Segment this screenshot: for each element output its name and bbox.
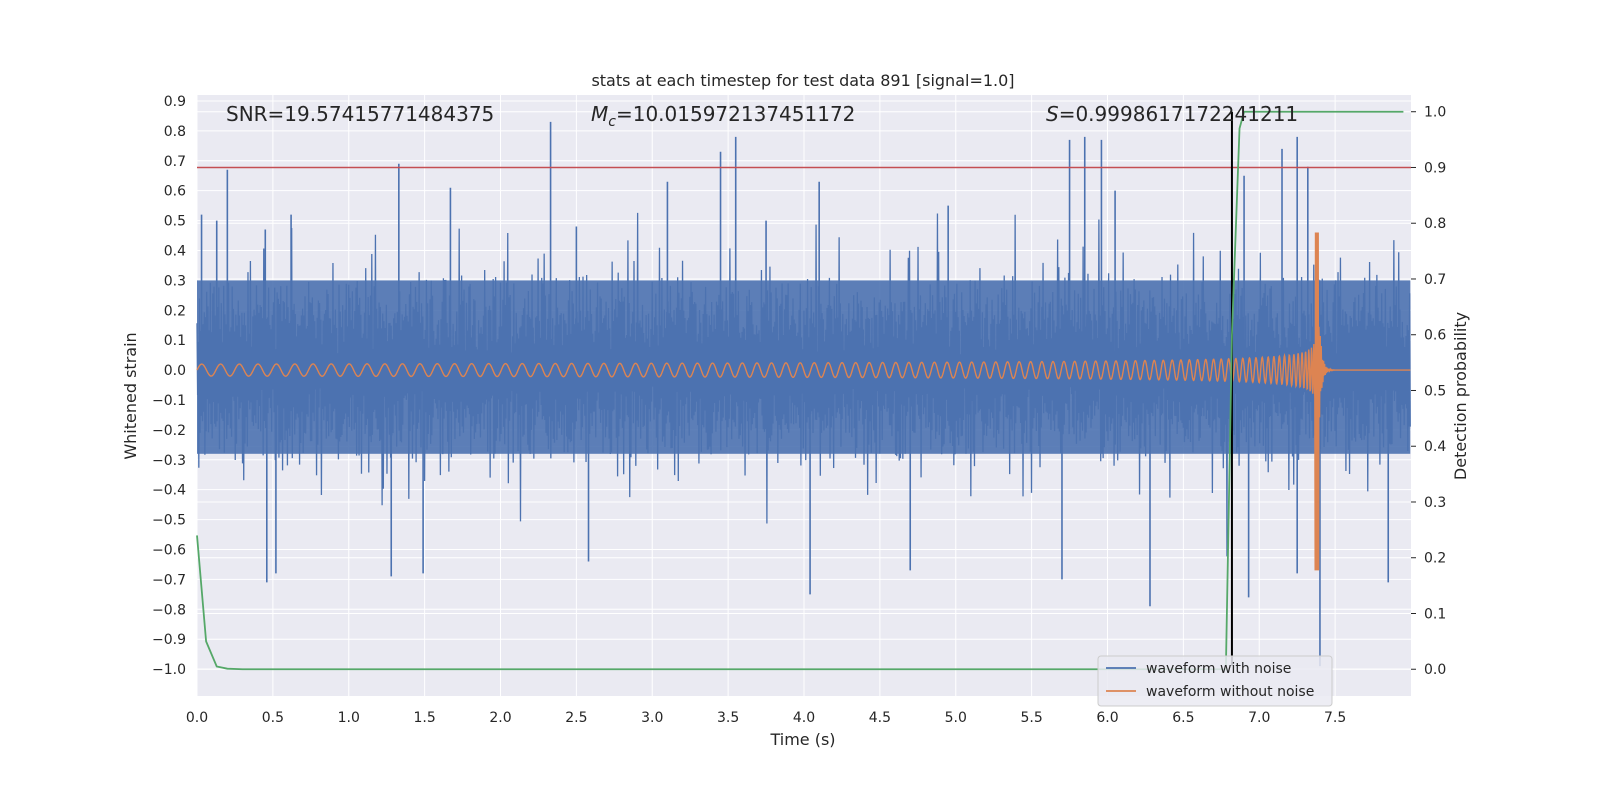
y-tick-label: −0.7: [152, 572, 186, 588]
y-tick-label: 0.5: [164, 214, 186, 230]
y2-tick-label: 0.8: [1424, 216, 1446, 232]
s-annotation: S=0.9998617172241211: [1046, 102, 1298, 126]
y-tick-label: −0.1: [152, 393, 186, 409]
chirp-mass-value: =10.015972137451172: [616, 102, 855, 126]
series-waveform-without-noise: [196, 232, 1411, 571]
x-axis-label: Time (s): [769, 730, 835, 749]
y-tick-label: −0.8: [152, 602, 186, 618]
y-tick-label: −1.0: [152, 662, 186, 678]
x-tick-label: 6.5: [1172, 710, 1194, 726]
y2-tick-label: 0.4: [1424, 439, 1446, 455]
x-tick-labels: 0.0 0.5 1.0 1.5 2.0 2.5 3.0 3.5 4.0 4.5 5.0 5.5 6.0 6…: [186, 710, 1346, 726]
series-detection-probability: [196, 110, 1404, 671]
y-tick-label: 0.0: [164, 363, 186, 379]
x-tick-label: 5.0: [945, 710, 967, 726]
y2-tick-label: 0.5: [1424, 383, 1446, 399]
y-tick-label: 0.4: [164, 243, 186, 259]
y-tick-label: −0.6: [152, 542, 186, 558]
x-tick-label: 0.5: [262, 710, 284, 726]
y-tick-labels: 0.9 0.8 0.7 0.6 0.5 0.4 0.3 0.2 0.1 0.0 −0.1 −0.2 −0…: [152, 94, 186, 678]
y-tick-label: 0.1: [164, 333, 186, 349]
s-symbol: S: [1046, 102, 1059, 126]
y2-axis-label: Detection probability: [1451, 312, 1470, 480]
chart-title: stats at each timestep for test data 891…: [591, 71, 1014, 90]
y-tick-label: −0.9: [152, 632, 186, 648]
x-tick-label: 1.5: [413, 710, 435, 726]
y-tick-label: 0.2: [164, 303, 186, 319]
x-tick-label: 2.5: [565, 710, 587, 726]
y2-tick-label: 0.2: [1424, 551, 1446, 567]
y2-tick-label: 0.7: [1424, 272, 1446, 288]
x-tick-label: 4.0: [793, 710, 815, 726]
y2-tick-labels: 1.0 0.9 0.8 0.7 0.6 0.5 0.4 0.3 0.2 0.1 0.0: [1411, 105, 1446, 678]
x-tick-label: 3.0: [641, 710, 663, 726]
chirp-mass-annotation: Mc=10.015972137451172: [591, 102, 855, 130]
clean-trace: [196, 232, 1411, 571]
chirp-mass-symbol: M: [591, 102, 608, 126]
chirp-mass-subscript: c: [608, 114, 616, 130]
s-value: =0.9998617172241211: [1059, 102, 1298, 126]
x-tick-label: 5.5: [1020, 710, 1042, 726]
y-tick-label: 0.8: [164, 124, 186, 140]
y2-tick-label: 0.3: [1424, 495, 1446, 511]
legend-label-clean: waveform without noise: [1146, 684, 1314, 700]
probability-trace: [196, 110, 1404, 671]
x-tick-label: 2.0: [489, 710, 511, 726]
x-tick-label: 3.5: [717, 710, 739, 726]
snr-annotation: SNR=19.57415771484375: [226, 102, 494, 126]
y-axis-label: Whitened strain: [121, 332, 140, 459]
y-tick-label: 0.3: [164, 273, 186, 289]
y-tick-label: −0.3: [152, 453, 186, 469]
x-tick-label: 4.5: [869, 710, 891, 726]
x-tick-label: 7.0: [1248, 710, 1270, 726]
y2-tick-label: 0.1: [1424, 606, 1446, 622]
y2-tick-label: 1.0: [1424, 105, 1446, 121]
legend-label-noise: waveform with noise: [1146, 661, 1291, 677]
y-tick-label: −0.2: [152, 423, 186, 439]
y-tick-label: −0.5: [152, 513, 186, 529]
y-tick-label: 0.6: [164, 184, 186, 200]
x-tick-label: 0.0: [186, 710, 208, 726]
legend-box: [1097, 655, 1333, 707]
y2-tick-label: 0.6: [1424, 328, 1446, 344]
x-tick-label: 7.5: [1324, 710, 1346, 726]
x-tick-label: 6.0: [1096, 710, 1118, 726]
noise-core-band: [197, 280, 1411, 454]
y2-tick-label: 0.0: [1424, 662, 1446, 678]
legend: waveform with noise waveform without noi…: [1097, 655, 1333, 707]
x-tick-label: 1.0: [338, 710, 360, 726]
y-tick-label: 0.9: [164, 94, 186, 110]
y-tick-label: 0.7: [164, 154, 186, 170]
y-tick-label: −0.4: [152, 483, 186, 499]
y2-tick-label: 0.9: [1424, 160, 1446, 176]
